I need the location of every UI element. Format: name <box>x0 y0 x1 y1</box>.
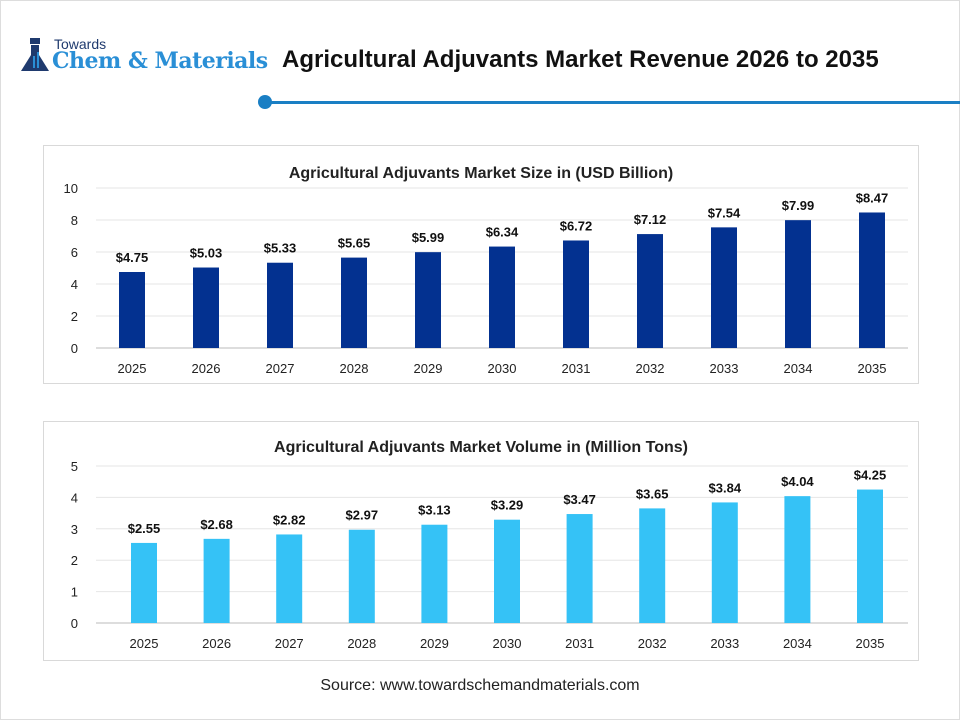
bar <box>637 234 663 348</box>
x-tick-label: 2025 <box>118 361 147 376</box>
x-tick-label: 2032 <box>636 361 665 376</box>
source-text: Source: www.towardschemandmaterials.com <box>320 677 640 694</box>
x-tick-label: 2028 <box>347 636 376 651</box>
y-tick-label: 5 <box>71 459 78 474</box>
bar <box>489 246 515 348</box>
x-tick-label: 2029 <box>420 636 449 651</box>
data-label: $5.33 <box>264 241 297 256</box>
data-label: $2.97 <box>346 508 379 523</box>
bar <box>785 220 811 348</box>
logo-line2: Chem & Materials <box>52 48 268 74</box>
data-label: $4.75 <box>116 250 149 265</box>
y-tick-label: 3 <box>71 522 78 537</box>
x-tick-label: 2028 <box>340 361 369 376</box>
title-rule <box>264 101 960 104</box>
x-tick-label: 2030 <box>493 636 522 651</box>
chart-title: Agricultural Adjuvants Market Volume in … <box>274 439 688 456</box>
bar <box>639 508 666 623</box>
data-label: $6.72 <box>560 218 593 233</box>
data-label: $7.54 <box>708 205 741 220</box>
x-tick-label: 2034 <box>784 361 813 376</box>
x-tick-label: 2035 <box>858 361 887 376</box>
data-label: $3.29 <box>491 498 524 513</box>
x-tick-label: 2034 <box>783 636 812 651</box>
bar <box>784 496 811 623</box>
y-tick-label: 2 <box>71 309 78 324</box>
bar <box>203 538 230 623</box>
chart-volume-panel: Agricultural Adjuvants Market Volume in … <box>43 421 919 661</box>
y-tick-label: 4 <box>71 277 78 292</box>
y-tick-label: 1 <box>71 585 78 600</box>
chart-size: Agricultural Adjuvants Market Size in (U… <box>64 165 908 376</box>
x-tick-label: 2031 <box>565 636 594 651</box>
x-tick-label: 2032 <box>638 636 667 651</box>
bar <box>267 262 293 348</box>
data-label: $3.47 <box>563 492 596 507</box>
bar <box>193 267 219 348</box>
data-label: $6.34 <box>486 225 519 240</box>
y-tick-label: 8 <box>71 213 78 228</box>
data-label: $5.65 <box>338 236 371 251</box>
bar <box>276 534 303 623</box>
flask-icon <box>21 38 49 71</box>
bar <box>711 227 737 348</box>
bar <box>131 542 157 623</box>
y-tick-label: 6 <box>71 245 78 260</box>
data-label: $5.99 <box>412 230 445 245</box>
page-title: Agricultural Adjuvants Market Revenue 20… <box>282 46 879 73</box>
x-tick-label: 2026 <box>192 361 221 376</box>
data-label: $8.47 <box>856 190 889 205</box>
logo-line1: Towards <box>54 36 107 52</box>
data-label: $3.84 <box>709 480 742 495</box>
bar <box>859 212 885 348</box>
x-tick-label: 2027 <box>275 636 304 651</box>
bar <box>494 519 520 623</box>
bar <box>421 524 448 623</box>
bar <box>857 489 883 623</box>
bar <box>711 502 738 623</box>
x-tick-label: 2030 <box>488 361 517 376</box>
x-tick-label: 2027 <box>266 361 295 376</box>
x-tick-label: 2029 <box>414 361 443 376</box>
data-label: $3.65 <box>636 486 669 501</box>
data-label: $2.55 <box>128 521 161 536</box>
data-label: $4.04 <box>781 474 814 489</box>
y-tick-label: 0 <box>71 616 78 631</box>
x-tick-label: 2033 <box>710 636 739 651</box>
bar <box>341 257 367 348</box>
y-tick-label: 2 <box>71 553 78 568</box>
y-tick-label: 4 <box>71 490 78 505</box>
chart-title: Agricultural Adjuvants Market Size in (U… <box>289 165 673 182</box>
bar <box>566 514 593 623</box>
data-label: $2.82 <box>273 512 306 527</box>
bar <box>415 252 441 348</box>
x-tick-label: 2025 <box>130 636 159 651</box>
x-tick-label: 2026 <box>202 636 231 651</box>
y-tick-label: 10 <box>64 181 78 196</box>
data-label: $2.68 <box>200 517 233 532</box>
data-label: $4.25 <box>854 468 887 483</box>
data-label: $5.03 <box>190 246 223 261</box>
x-tick-label: 2035 <box>856 636 885 651</box>
data-label: $7.99 <box>782 198 815 213</box>
bar <box>119 272 145 348</box>
bar <box>563 240 589 348</box>
chart-size-panel: Agricultural Adjuvants Market Size in (U… <box>43 145 919 384</box>
data-label: $3.13 <box>418 503 451 518</box>
bar <box>348 529 375 623</box>
chart-volume: Agricultural Adjuvants Market Volume in … <box>71 439 908 651</box>
x-tick-label: 2033 <box>710 361 739 376</box>
y-tick-label: 0 <box>71 341 78 356</box>
x-tick-label: 2031 <box>562 361 591 376</box>
data-label: $7.12 <box>634 212 667 227</box>
